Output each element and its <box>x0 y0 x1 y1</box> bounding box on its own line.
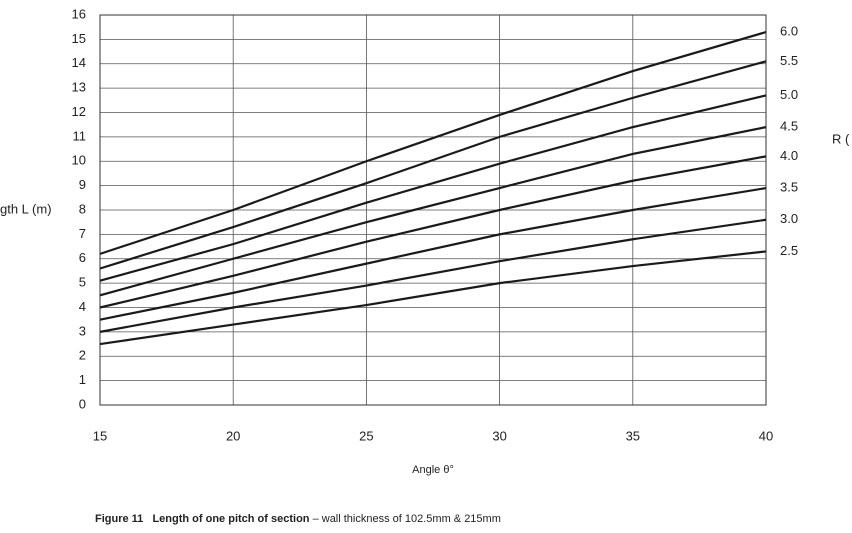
series-label: 5.0 <box>780 87 798 102</box>
x-tick-label: 15 <box>93 428 107 443</box>
y-tick-label: 2 <box>79 348 86 363</box>
y-tick-label: 10 <box>72 153 86 168</box>
y-tick-label: 9 <box>79 177 86 192</box>
series-label: 3.5 <box>780 180 798 195</box>
series-line <box>99 126 767 297</box>
y-tick-label: 15 <box>72 31 86 46</box>
y-tick-label: 3 <box>79 323 86 338</box>
x-tick-label: 20 <box>226 428 240 443</box>
caption-text: – wall thickness of 102.5mm & 215mm <box>310 513 501 525</box>
x-axis-label: Angle θ° <box>412 464 454 476</box>
caption-title: Figure 11 Length of one pitch of section <box>95 513 310 525</box>
y-tick-label: 8 <box>79 201 86 216</box>
x-tick-label: 30 <box>492 428 506 443</box>
y2-axis-label: R ( <box>832 131 850 146</box>
y-tick-label: 13 <box>72 80 86 95</box>
series-label: 4.5 <box>780 119 798 134</box>
series-line <box>99 250 767 346</box>
series-line <box>99 94 767 282</box>
y-tick-label: 12 <box>72 104 86 119</box>
series-line <box>99 31 767 255</box>
series-label: 3.0 <box>780 211 798 226</box>
series-line <box>99 186 767 321</box>
series-label: 2.5 <box>780 243 798 258</box>
caption: Figure 11 Length of one pitch of section… <box>95 513 501 525</box>
x-tick-label: 25 <box>359 428 373 443</box>
y-tick-label: 7 <box>79 226 86 241</box>
y-tick-label: 5 <box>79 275 86 290</box>
plot-frame <box>99 14 767 406</box>
series-label: 5.5 <box>780 53 798 68</box>
y-axis-label: gth L (m) <box>0 201 52 216</box>
y-tick-label: 16 <box>72 6 86 21</box>
y-tick-label: 14 <box>72 55 86 70</box>
x-tick-label: 40 <box>759 428 773 443</box>
y-tick-label: 4 <box>79 299 86 314</box>
x-tick-label: 35 <box>626 428 640 443</box>
series-line <box>99 218 767 333</box>
series-line <box>99 60 767 270</box>
y-tick-label: 11 <box>73 128 87 143</box>
y-tick-label: 0 <box>79 396 86 411</box>
y-tick-label: 1 <box>79 372 86 387</box>
y-tick-label: 6 <box>79 250 86 265</box>
series-label: 6.0 <box>780 24 798 39</box>
series-label: 4.0 <box>780 148 798 163</box>
series-line <box>99 155 767 309</box>
